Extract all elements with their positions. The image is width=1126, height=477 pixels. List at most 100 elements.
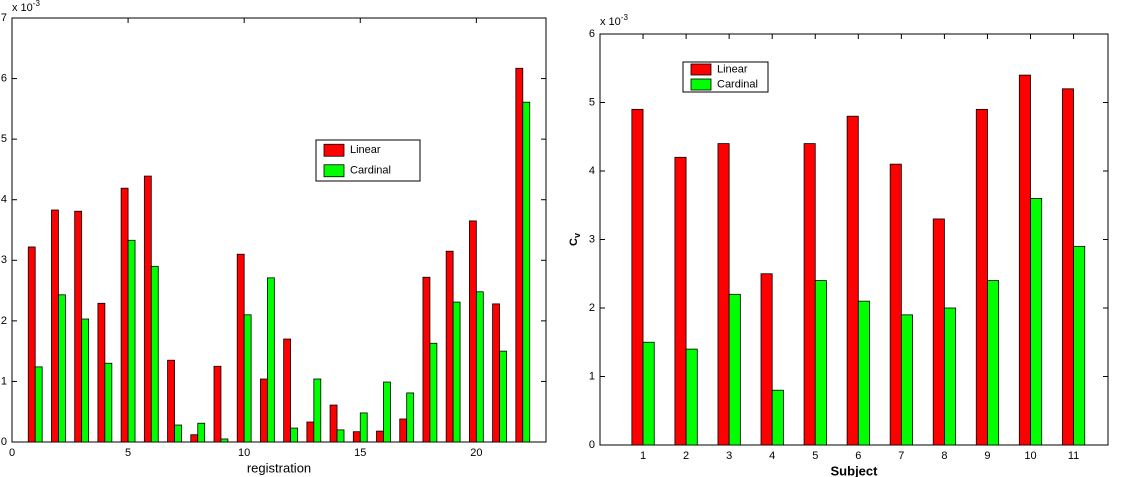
bar [468,220,477,443]
x-tick-label: 4 [769,450,775,462]
x-tick-label: 9 [984,450,990,462]
bar [197,422,206,443]
bar [313,378,322,443]
y-tick-label: 5 [589,96,595,108]
y-tick-label: 3 [1,254,7,266]
bar [97,302,106,443]
bar [1018,74,1031,446]
bar [642,341,655,446]
y-tick-label: 0 [1,436,7,448]
y-tick-label: 0 [589,439,595,451]
x-tick-label: 8 [941,450,947,462]
bar [422,276,431,443]
x-tick-label: 3 [726,450,732,462]
bar [522,101,531,443]
bar [190,434,199,443]
bar [359,412,368,443]
bar [803,143,816,446]
bar [1030,197,1043,446]
legend-label: Cardinal [717,78,758,90]
y-axis-label: Cv [568,233,582,246]
bar [143,175,152,443]
y-multiplier: x 10-3 [12,0,40,14]
bar [220,438,229,443]
bar [120,187,129,443]
legend-swatch [690,78,712,91]
x-tick-label: 2 [683,450,689,462]
x-tick-label: 5 [812,450,818,462]
bar [445,250,454,443]
bar [51,209,59,443]
legend-label: Cardinal [350,165,391,177]
bar [266,277,275,443]
x-tick-label: 7 [898,450,904,462]
multiplier-base: x 10 [600,16,621,28]
y-tick-label: 3 [589,233,595,245]
bar [74,210,83,443]
bar [236,253,245,443]
x-axis-label: registration [247,460,311,475]
y-tick-label: 6 [589,28,595,40]
legend-label: Linear [717,63,748,75]
bar [352,431,361,443]
bar [492,303,500,443]
bar [499,350,507,443]
legend-label: Linear [350,144,381,156]
bar [814,280,827,446]
x-tick-label: 0 [9,447,15,459]
bar [846,115,859,446]
bar [429,342,438,443]
bar [290,427,298,443]
legend-swatch [323,143,345,157]
legend-swatch [690,63,712,76]
bar [475,291,484,443]
y-tick-label: 7 [1,12,7,24]
x-tick-label: 20 [470,447,482,459]
bar [306,421,315,443]
bar [329,404,338,443]
y-tick-label: 4 [1,194,7,206]
bar [515,67,524,443]
bar [336,429,345,443]
bar [399,418,408,443]
bar [975,108,988,446]
bar [944,307,957,446]
y-tick-label: 6 [1,72,7,84]
y-label-sub: v [572,233,582,238]
x-tick-label: 1 [640,450,646,462]
y-tick-label: 1 [589,370,595,382]
bar [213,365,222,443]
bar [771,389,784,446]
bar [34,366,43,443]
bar [857,300,870,446]
bar [127,239,136,443]
bar [760,273,773,446]
x-tick-label: 10 [1024,450,1036,462]
y-multiplier: x 10-3 [600,13,628,28]
multiplier-exponent: -3 [621,13,629,22]
y-label-main: C [568,238,580,246]
bar [27,246,36,443]
bar [987,280,1000,446]
bar [81,318,90,443]
bar [167,359,175,443]
bar [383,381,391,443]
x-tick-label: 11 [1068,450,1079,462]
plot-frame [11,17,547,443]
y-tick-label: 2 [1,315,7,327]
x-tick-label: 5 [125,447,131,459]
bar [150,265,159,443]
x-axis-label: Subject [831,463,879,477]
bar [728,293,741,446]
bar [717,143,730,446]
bar [674,156,687,446]
bar [376,430,384,443]
bar [58,294,66,443]
bar [900,314,913,446]
x-tick-label: 6 [855,450,861,462]
bar [104,362,113,443]
multiplier-base: x 10 [12,2,33,14]
bar [685,348,698,446]
bar [174,424,182,443]
